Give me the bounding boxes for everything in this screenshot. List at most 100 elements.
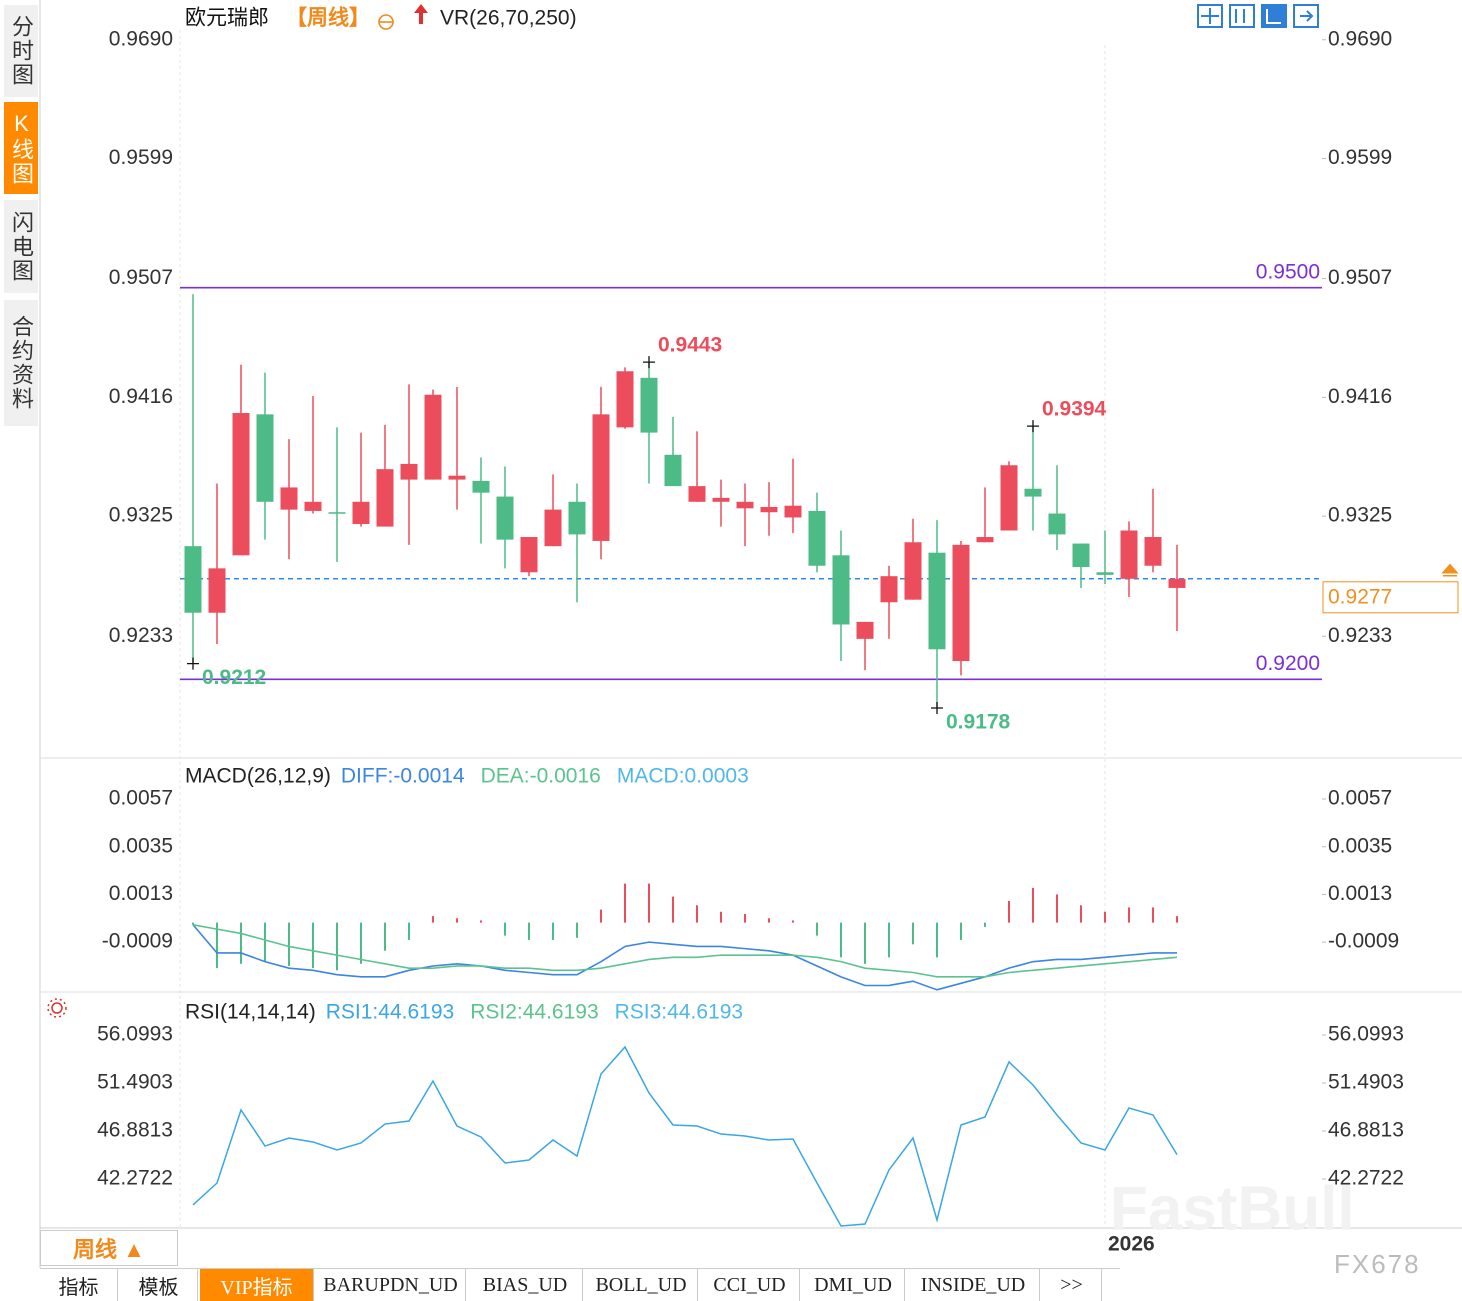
candle-body: [736, 501, 754, 509]
y-tick-label: 0.9325: [1328, 504, 1392, 527]
annotation-marker: [187, 657, 199, 670]
sidebar-tab[interactable]: 合约资料: [4, 300, 38, 426]
panel-title: RSI(14,14,14): [185, 1001, 316, 1024]
legend-entry: DIFF:-0.0014: [341, 765, 465, 788]
candle-body: [352, 501, 370, 524]
arrow-icon[interactable]: [414, 4, 428, 24]
candle-body: [184, 546, 202, 613]
candle-body: [280, 487, 298, 510]
annotation-label: 0.9443: [658, 334, 722, 357]
candle-body: [448, 475, 466, 480]
candle-body: [808, 510, 826, 566]
y-tick-label: 0.9416: [109, 385, 173, 408]
last-price-box: [1322, 581, 1459, 614]
toolbar-icons[interactable]: [1197, 4, 1319, 28]
legend-entry: RSI3:44.6193: [615, 1001, 743, 1024]
candle-body: [256, 414, 274, 502]
sidebar-tab[interactable]: 分时图: [4, 5, 38, 97]
candle-body: [688, 486, 706, 502]
y-tick-label: 46.8813: [1328, 1119, 1404, 1142]
candle-body: [880, 576, 898, 603]
watermark: FastBull: [1110, 1174, 1355, 1243]
bottom-tab[interactable]: >>: [1042, 1269, 1102, 1301]
annotation-label: 0.9394: [1042, 398, 1107, 421]
y-tick-label: 56.0993: [97, 1023, 173, 1046]
annotation-label: 0.9212: [202, 666, 266, 689]
bottom-tab[interactable]: INSIDE_UD: [907, 1269, 1040, 1301]
period-label: 【周线】: [286, 6, 370, 30]
candle-body: [1168, 578, 1186, 588]
y-tick-label: 0.0057: [109, 787, 173, 810]
annotation-label: 0.9178: [946, 711, 1011, 734]
y-tick-label: -0.0009: [102, 930, 173, 953]
chart-title: 欧元瑞郎: [185, 7, 269, 30]
candle-body: [400, 463, 418, 480]
candle-body: [616, 371, 634, 428]
candle-body: [232, 413, 250, 556]
candle-body: [1120, 530, 1138, 579]
bottom-tab[interactable]: VIP指标: [200, 1269, 314, 1301]
period-button[interactable]: 周线 ▲: [40, 1230, 178, 1266]
candle-body: [1096, 572, 1114, 575]
y-tick-label: -0.0009: [1328, 930, 1399, 953]
candle-body: [1144, 537, 1162, 566]
x-tick-label: 2026: [1108, 1233, 1155, 1256]
candle-body: [496, 496, 514, 540]
candle-body: [640, 377, 658, 433]
level-label: 0.9200: [1256, 652, 1320, 675]
y-tick-label: 46.8813: [97, 1119, 173, 1142]
y-tick-label: 42.2722: [97, 1167, 173, 1190]
candle-body: [472, 480, 490, 493]
settings-icon[interactable]: [378, 14, 394, 30]
sidebar-tab-active[interactable]: K线图: [4, 102, 38, 194]
bottom-tab[interactable]: 指标: [40, 1269, 118, 1301]
candle-body: [928, 552, 946, 650]
watermark: FX678: [1334, 1249, 1421, 1279]
candle-body: [976, 537, 994, 543]
y-tick-label: 0.9599: [109, 146, 173, 169]
bottom-tab[interactable]: 模板: [120, 1269, 198, 1301]
annotation-marker: [1027, 420, 1039, 433]
indicator-label: VR(26,70,250): [440, 7, 577, 30]
candle-body: [1000, 465, 1018, 531]
candle-body: [1048, 513, 1066, 535]
candle-body: [328, 512, 346, 514]
legend-entry: RSI1:44.6193: [326, 1001, 454, 1024]
bottom-tabs: 指标 模板 VIP指标 BARUPDN_UD BIAS_UD BOLL_UD CCI_UD D…: [40, 1268, 1120, 1301]
bottom-tab[interactable]: BARUPDN_UD: [316, 1269, 466, 1301]
y-tick-label: 0.9507: [109, 266, 173, 289]
bottom-tab[interactable]: BOLL_UD: [585, 1269, 698, 1301]
y-tick-label: 0.9233: [109, 624, 173, 647]
y-tick-label: 0.9325: [109, 504, 173, 527]
y-tick-label: 0.0057: [1328, 787, 1392, 810]
bottom-tab[interactable]: DMI_UD: [802, 1269, 905, 1301]
y-tick-label: 0.9507: [1328, 266, 1392, 289]
annotation-marker: [931, 702, 943, 715]
bottom-tab[interactable]: CCI_UD: [700, 1269, 800, 1301]
y-tick-label: 0.9599: [1328, 146, 1392, 169]
candle-body: [856, 621, 874, 639]
candle-body: [664, 454, 682, 487]
bottom-tab[interactable]: BIAS_UD: [468, 1269, 583, 1301]
last-price-label: 0.9277: [1328, 585, 1392, 608]
y-tick-label: 56.0993: [1328, 1023, 1404, 1046]
rsi-icon[interactable]: [47, 998, 67, 1018]
candle-body: [904, 542, 922, 600]
candle-body: [544, 509, 562, 547]
candle-body: [568, 501, 586, 535]
y-tick-label: 0.9690: [1328, 27, 1392, 50]
y-tick-label: 0.0013: [109, 882, 173, 905]
candle-body: [376, 469, 394, 527]
candle-body: [760, 507, 778, 513]
annotation-marker: [643, 356, 655, 369]
candle-body: [712, 497, 730, 502]
candle-body: [1072, 543, 1090, 568]
legend-entry: MACD:0.0003: [617, 765, 749, 788]
y-tick-label: 0.0035: [1328, 834, 1392, 857]
candle-body: [952, 544, 970, 662]
sidebar-tab[interactable]: 闪电图: [4, 200, 38, 293]
legend-entry: DEA:-0.0016: [481, 765, 601, 788]
candle-body: [592, 414, 610, 541]
